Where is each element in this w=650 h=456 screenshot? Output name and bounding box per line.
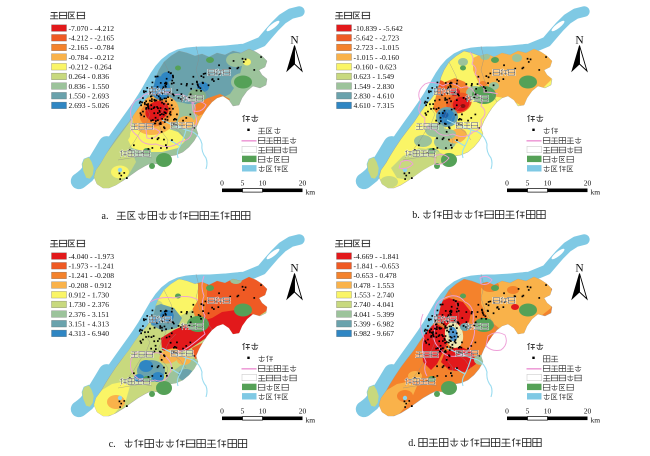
svg-text:2.830 - 4.610: 2.830 - 4.610 xyxy=(354,92,395,101)
svg-text:6.982 - 9.667: 6.982 - 9.667 xyxy=(354,329,395,338)
svg-text:-4.040 - -1.973: -4.040 - -1.973 xyxy=(69,252,115,261)
svg-text:-1.973 - -1.241: -1.973 - -1.241 xyxy=(69,262,115,271)
svg-text:-4.212 - -2.165: -4.212 - -2.165 xyxy=(69,34,115,43)
svg-text:c.: c. xyxy=(109,439,116,450)
svg-text:-2.165 - -0.784: -2.165 - -0.784 xyxy=(69,43,115,52)
svg-text:1.550 - 2.693: 1.550 - 2.693 xyxy=(69,92,110,101)
svg-text:-1.241 - -0.208: -1.241 - -0.208 xyxy=(69,271,115,280)
svg-text:d.: d. xyxy=(408,438,416,449)
svg-text:b.: b. xyxy=(412,210,420,221)
svg-text:4.610 - 7.315: 4.610 - 7.315 xyxy=(354,101,395,110)
svg-text:1.549 - 2.830: 1.549 - 2.830 xyxy=(354,82,395,91)
svg-text:2.376 - 3.151: 2.376 - 3.151 xyxy=(69,310,110,319)
svg-text:-0.784 - -0.212: -0.784 - -0.212 xyxy=(69,53,115,62)
svg-text:1.730 - 2.376: 1.730 - 2.376 xyxy=(69,300,110,309)
svg-text:0.478 - 1.553: 0.478 - 1.553 xyxy=(354,281,395,290)
svg-text:-2.723 - -1.015: -2.723 - -1.015 xyxy=(354,43,400,52)
svg-text:-1.015 - -0.160: -1.015 - -0.160 xyxy=(354,53,400,62)
svg-text:0.912 - 1.730: 0.912 - 1.730 xyxy=(69,291,110,300)
svg-text:-4.669 - -1.841: -4.669 - -1.841 xyxy=(354,252,400,261)
svg-text:5.399 - 6.982: 5.399 - 6.982 xyxy=(354,320,395,329)
svg-text:-10.839 - -5.642: -10.839 - -5.642 xyxy=(354,24,404,33)
svg-text:-5.642 - -2.723: -5.642 - -2.723 xyxy=(354,34,400,43)
svg-text:4.313 - 6.940: 4.313 - 6.940 xyxy=(69,329,110,338)
svg-text:1.553 - 2.740: 1.553 - 2.740 xyxy=(354,291,395,300)
svg-text:2.740 - 4.041: 2.740 - 4.041 xyxy=(354,300,395,309)
svg-text:0.264 - 0.836: 0.264 - 0.836 xyxy=(69,72,110,81)
svg-text:0.623 - 1.549: 0.623 - 1.549 xyxy=(354,72,395,81)
svg-text:-0.208 - 0.912: -0.208 - 0.912 xyxy=(69,281,112,290)
svg-text:0.836 - 1.550: 0.836 - 1.550 xyxy=(69,82,110,91)
svg-text:-7.070 - -4.212: -7.070 - -4.212 xyxy=(69,24,115,33)
svg-text:-0.212 - 0.264: -0.212 - 0.264 xyxy=(69,63,112,72)
svg-text:-1.841 - -0.653: -1.841 - -0.653 xyxy=(354,262,400,271)
svg-text:-0.653 - 0.478: -0.653 - 0.478 xyxy=(354,271,397,280)
svg-text:3.151 - 4.313: 3.151 - 4.313 xyxy=(69,320,110,329)
svg-text:-0.160 - 0.623: -0.160 - 0.623 xyxy=(354,63,397,72)
svg-text:a.: a. xyxy=(102,211,109,222)
svg-text:4.041 - 5.399: 4.041 - 5.399 xyxy=(354,310,395,319)
svg-text:2.693 - 5.026: 2.693 - 5.026 xyxy=(69,101,110,110)
